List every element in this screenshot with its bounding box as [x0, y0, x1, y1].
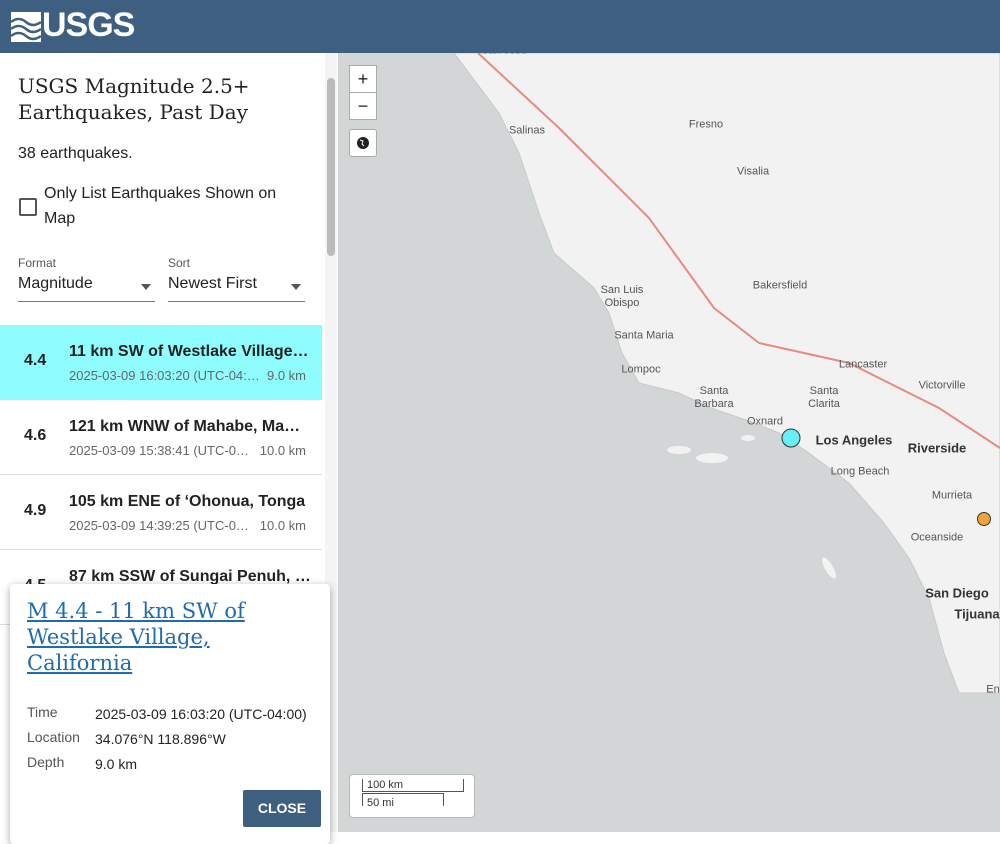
checkbox-label[interactable]: Only List Earthquakes Shown on Map [44, 185, 277, 227]
place-label: Santa Maria [614, 329, 674, 342]
place-label: San Diego [925, 585, 989, 601]
map-shapes [453, 53, 1000, 694]
zoom-in[interactable]: + [349, 65, 377, 93]
place-label: San Jose [481, 53, 527, 58]
scale-mi: 50 mi [367, 797, 394, 809]
globe-button[interactable] [349, 129, 377, 157]
place-label: Victorville [918, 379, 966, 392]
magnitude: 4.6 [24, 427, 47, 444]
quake-marker[interactable] [977, 512, 991, 526]
title: USGS Magnitude 2.5+ Earthquakes, Past Da… [18, 74, 250, 124]
quake-item[interactable]: 4.6 121 km WNW of Mahabe, Ma… 2025-03-09 1… [0, 400, 322, 475]
count: 38 earthquakes. [18, 145, 133, 162]
place-label: San Luis Obispo [600, 284, 644, 309]
place-label: Oxnard [746, 415, 784, 428]
time: 2025-03-09 14:39:25 (UTC-0… [69, 518, 249, 533]
place-label: Fresno [688, 118, 724, 131]
close-button[interactable]: CLOSE [243, 790, 321, 827]
detail-key: Depth [27, 754, 65, 770]
scale: 100 km 50 mi [349, 774, 475, 818]
place-label: Salinas [508, 124, 546, 137]
scale-mi-bar [362, 793, 444, 806]
place-label: Los Angeles [815, 432, 893, 448]
time: 2025-03-09 16:03:20 (UTC-04:… [69, 368, 260, 383]
quake-item[interactable]: 4.9 105 km ENE of ‘Ohonua, Tonga 2025-03-0… [0, 475, 322, 550]
magnitude: 4.4 [24, 352, 47, 369]
place-label: Santa Barbara [694, 385, 734, 410]
quake-marker[interactable] [781, 428, 801, 448]
header: USGS [0, 0, 1000, 53]
detail-value: 9.0 km [95, 756, 138, 772]
scroll-thumb[interactable] [327, 78, 335, 256]
place-label: Oceanside [910, 531, 964, 544]
place-label: Tijuana [954, 606, 1000, 622]
logo[interactable]: USGS [42, 6, 135, 44]
detail-value: 34.076°N 118.896°W [95, 731, 226, 747]
popup-title[interactable]: M 4.4 - 11 km SW of Westlake Village, Ca… [27, 599, 245, 675]
map[interactable]: San Jose Salinas Fresno Visalia Bakersfield S… [339, 53, 1000, 832]
place-label: Bakersfield [752, 279, 808, 292]
scale-km-bar [362, 779, 464, 792]
place-label: Lompoc [621, 363, 661, 376]
depth: 10.0 km [259, 518, 306, 533]
detail-value: 2025-03-09 16:03:20 (UTC-04:00) [95, 706, 307, 722]
depth: 9.0 km [266, 368, 306, 383]
format-select[interactable]: Magnitude [18, 275, 155, 302]
sort-select[interactable]: Newest First [168, 275, 305, 302]
place-label: En [986, 683, 1000, 696]
place: 121 km WNW of Mahabe, Ma… [69, 418, 301, 435]
place-label: Long Beach [830, 465, 890, 478]
quake-item[interactable]: 4.4 11 km SW of Westlake Village… 2025-03-… [0, 325, 322, 400]
scale-km: 100 km [367, 779, 404, 791]
depth: 10.0 km [259, 443, 306, 458]
place: 105 km ENE of ‘Ohonua, Tonga [69, 493, 306, 510]
magnitude: 4.9 [24, 502, 47, 519]
place-label: Murrieta [931, 489, 973, 502]
time: 2025-03-09 15:38:41 (UTC-0… [69, 443, 249, 458]
format-label: Format [18, 256, 57, 270]
checkbox[interactable] [19, 198, 37, 216]
logo-icon [11, 12, 41, 42]
place: 11 km SW of Westlake Village… [69, 343, 309, 360]
sidebar: USGS Magnitude 2.5+ Earthquakes, Past Da… [0, 53, 339, 832]
detail-key: Time [27, 704, 58, 720]
place-label: Riverside [907, 440, 967, 456]
popup: M 4.4 - 11 km SW of Westlake Village, Ca… [10, 584, 330, 844]
place-label: Visalia [736, 165, 770, 178]
place-label: Lancaster [838, 358, 888, 371]
sort-label: Sort [168, 256, 191, 270]
place: 87 km SSW of Sungai Penuh, … [69, 568, 309, 585]
zoom-out[interactable]: − [349, 92, 377, 120]
place-label: Santa Clarita [808, 385, 840, 410]
detail-key: Location [27, 729, 80, 745]
